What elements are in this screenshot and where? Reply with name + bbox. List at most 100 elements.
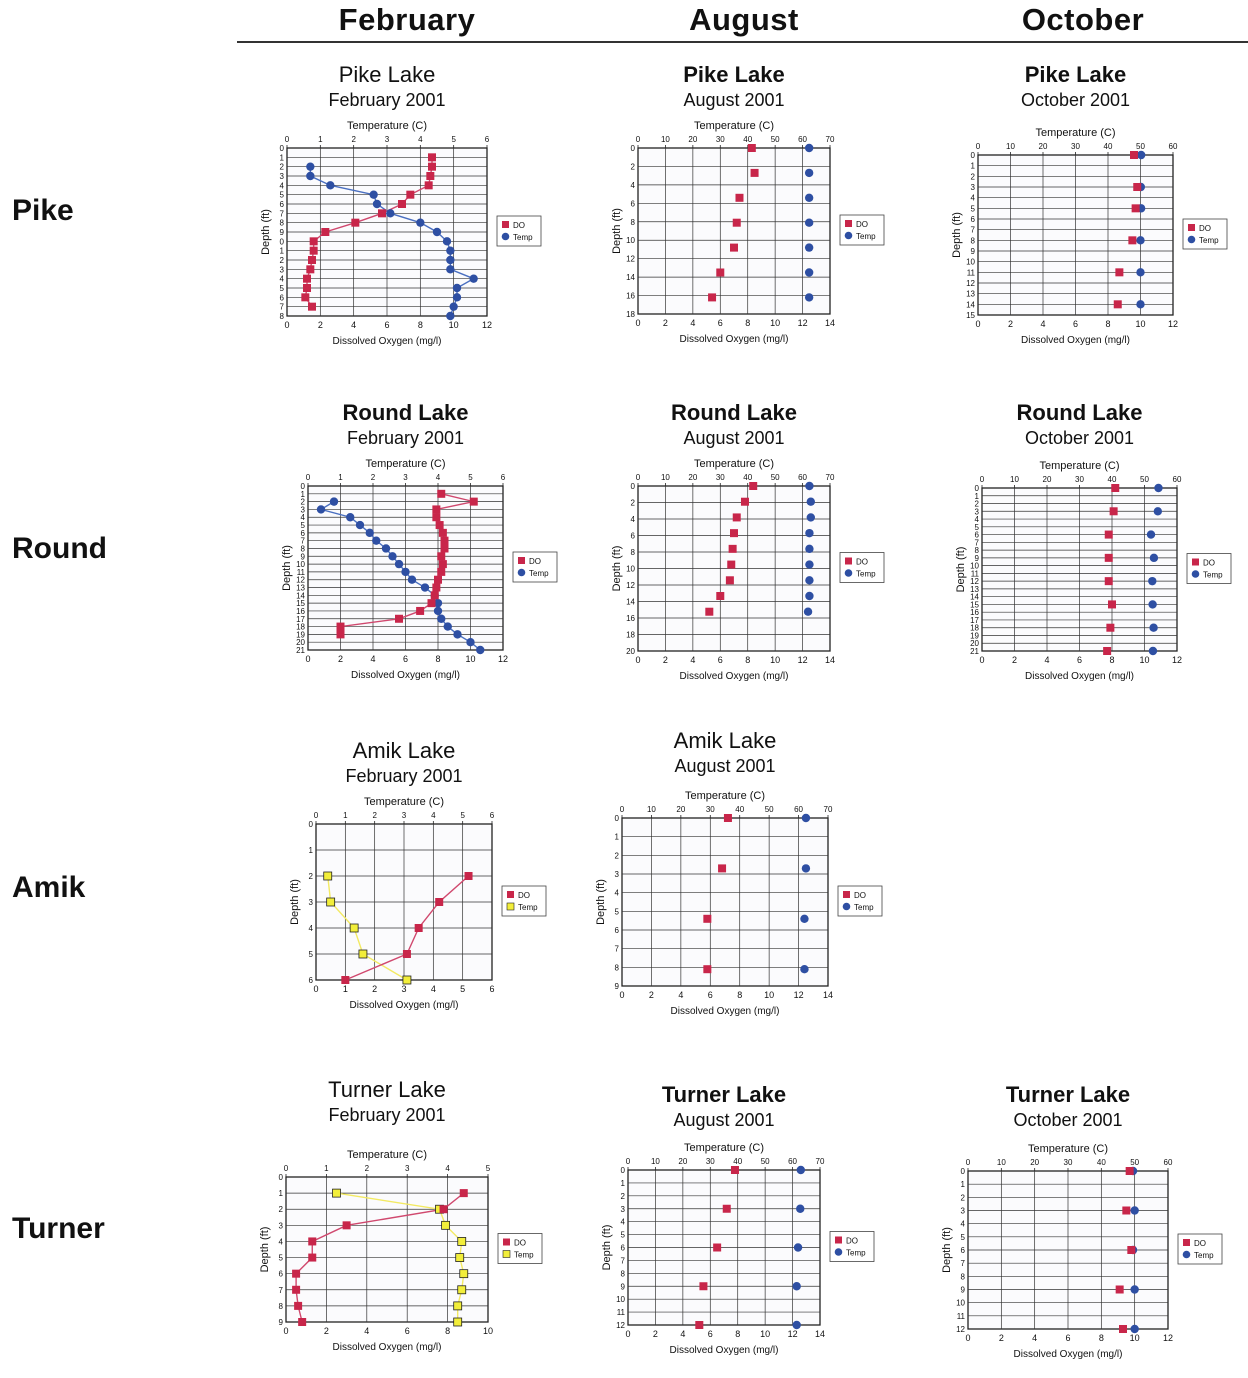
legend-temp-label: Temp bbox=[513, 233, 533, 242]
column-header-october: October bbox=[1021, 2, 1145, 37]
y-tick-label: 4 bbox=[975, 515, 980, 524]
y-tick-label: 2 bbox=[279, 1205, 284, 1214]
y-tick-label: 12 bbox=[966, 279, 975, 288]
top-tick-label: 10 bbox=[997, 1158, 1006, 1167]
y-tick-label: 8 bbox=[631, 218, 636, 227]
top-tick-label: 10 bbox=[661, 473, 670, 482]
do-point bbox=[309, 246, 318, 255]
y-tick-label: 7 bbox=[971, 226, 976, 235]
chart-subtitle: February 2001 bbox=[345, 766, 462, 786]
y-tick-label: 13 bbox=[296, 584, 305, 593]
y-tick-label: 5 bbox=[301, 521, 306, 530]
temp-point bbox=[446, 311, 455, 321]
y-tick-label: 9 bbox=[279, 1318, 284, 1327]
x-tick-label: 0 bbox=[635, 318, 640, 328]
x-tick-label: 5 bbox=[460, 984, 465, 994]
do-point bbox=[292, 1269, 301, 1278]
x-tick-label: 2 bbox=[1008, 319, 1013, 329]
y-axis-label: Depth (ft) bbox=[601, 1225, 613, 1271]
x-tick-label: 2 bbox=[663, 655, 668, 665]
top-tick-label: 60 bbox=[1173, 475, 1182, 484]
temp-point bbox=[469, 274, 478, 283]
y-tick-label: 2 bbox=[301, 498, 306, 507]
temp-point bbox=[349, 923, 359, 933]
x-tick-label: 0 bbox=[284, 320, 289, 330]
do-point bbox=[437, 552, 446, 561]
y-tick-label: 5 bbox=[961, 1233, 966, 1242]
temp-point bbox=[459, 1269, 469, 1279]
x-tick-label: 4 bbox=[678, 990, 683, 1000]
y-tick-label: 0 bbox=[971, 151, 976, 160]
legend-temp-label: Temp bbox=[856, 232, 876, 241]
do-point bbox=[732, 218, 741, 227]
y-tick-label: 3 bbox=[621, 1205, 626, 1214]
top-tick-label: 30 bbox=[1075, 475, 1084, 484]
do-point bbox=[435, 898, 444, 906]
temp-point bbox=[804, 268, 814, 277]
top-tick-label: 40 bbox=[733, 1157, 742, 1166]
top-tick-label: 0 bbox=[636, 473, 641, 482]
row-label-round: Round bbox=[12, 532, 107, 565]
x-tick-label: 4 bbox=[1032, 1333, 1037, 1343]
do-point bbox=[1130, 151, 1138, 159]
top-tick-label: 0 bbox=[306, 473, 311, 482]
temp-point bbox=[806, 513, 815, 522]
temp-point bbox=[804, 293, 814, 302]
legend: DO Temp bbox=[496, 215, 542, 247]
do-point bbox=[437, 489, 446, 498]
temp-point bbox=[805, 560, 814, 569]
temp-point bbox=[805, 576, 814, 585]
x-tick-label: 8 bbox=[1099, 1333, 1104, 1343]
y-tick-label: 15 bbox=[296, 599, 305, 608]
x-tick-label: 14 bbox=[825, 318, 835, 328]
y-tick-label: 1 bbox=[975, 492, 980, 501]
chart-title: Amik Lake bbox=[353, 738, 456, 763]
y-tick-label: 2 bbox=[280, 163, 285, 172]
x-tick-label: 8 bbox=[745, 318, 750, 328]
chart-subtitle: August 2001 bbox=[683, 428, 784, 448]
temp-point bbox=[806, 497, 815, 506]
temp-point bbox=[446, 255, 455, 265]
x-tick-label: 12 bbox=[788, 1329, 798, 1339]
legend-do-swatch bbox=[843, 891, 850, 898]
x-tick-label: 0 bbox=[283, 1326, 288, 1336]
legend-temp-label: Temp bbox=[846, 1249, 866, 1258]
temp-point bbox=[1148, 576, 1157, 586]
temp-point bbox=[365, 528, 374, 538]
x-axis-label: Dissolved Oxygen (mg/l) bbox=[350, 1000, 459, 1011]
do-point bbox=[351, 218, 360, 227]
do-point bbox=[695, 1321, 704, 1329]
do-point bbox=[303, 284, 311, 292]
y-tick-label: 10 bbox=[966, 258, 975, 267]
y-tick-label: 3 bbox=[280, 172, 285, 181]
top-tick-label: 2 bbox=[372, 811, 377, 820]
top-tick-label: 50 bbox=[765, 805, 774, 814]
y-tick-label: 7 bbox=[301, 537, 306, 546]
temperature-axis-label: Temperature (C) bbox=[684, 1142, 764, 1154]
header-rule bbox=[237, 41, 1248, 43]
y-tick-label: 14 bbox=[626, 598, 635, 607]
top-tick-label: 5 bbox=[468, 473, 473, 482]
temp-point bbox=[394, 559, 404, 569]
x-tick-label: 14 bbox=[823, 990, 833, 1000]
top-tick-label: 2 bbox=[351, 135, 356, 144]
chart-amik-feb: Amik Lake February 2001 Temperature (C) 0 1 2… bbox=[289, 738, 547, 1011]
x-tick-label: 2 bbox=[649, 990, 654, 1000]
top-tick-label: 30 bbox=[1071, 142, 1080, 151]
temp-point bbox=[1130, 1206, 1139, 1215]
x-tick-label: 4 bbox=[1044, 655, 1049, 665]
top-tick-label: 60 bbox=[798, 135, 807, 144]
x-tick-label: 2 bbox=[338, 654, 343, 664]
temp-point bbox=[306, 162, 315, 171]
x-tick-label: 10 bbox=[764, 990, 774, 1000]
temp-point bbox=[442, 237, 452, 246]
y-tick-label: 11 bbox=[297, 568, 306, 577]
top-tick-label: 30 bbox=[1064, 1158, 1073, 1167]
y-tick-label: 5 bbox=[309, 950, 314, 959]
x-tick-label: 6 bbox=[403, 654, 408, 664]
x-tick-label: 6 bbox=[489, 984, 494, 994]
legend: DO Temp bbox=[497, 1233, 543, 1264]
temperature-axis-label: Temperature (C) bbox=[685, 790, 765, 802]
do-point bbox=[1104, 577, 1113, 586]
legend: DO Temp bbox=[501, 885, 547, 917]
